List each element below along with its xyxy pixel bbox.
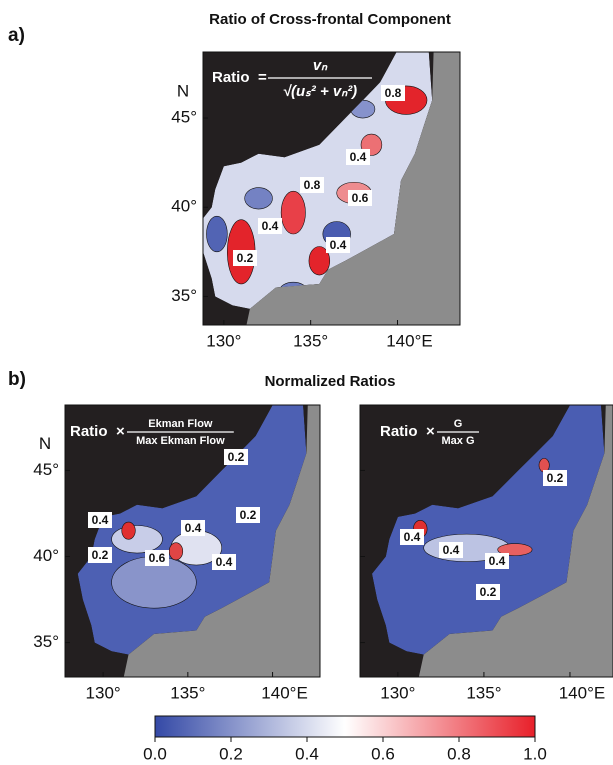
formula-numerator: vₙ	[313, 57, 328, 74]
contour-label: 0.2	[92, 548, 109, 562]
colorbar-tick-label: 0.6	[371, 744, 395, 763]
field-patch	[122, 522, 136, 539]
y-tick-label: 40°	[33, 546, 59, 565]
formula-denominator: √(uₛ² + vₙ²)	[283, 83, 357, 100]
x-tick-label: 135°	[466, 683, 501, 702]
colorbar-tick-label: 0.4	[295, 744, 319, 763]
contour-label: 0.4	[262, 219, 279, 233]
contour-label: 0.2	[547, 471, 564, 485]
formula-denominator: Max Ekman Flow	[136, 435, 225, 447]
x-tick-label: 130°	[206, 331, 241, 350]
lat-axis-label: N	[177, 82, 189, 101]
formula-lhs: Ratio	[380, 423, 418, 440]
y-tick-label: 35°	[171, 286, 197, 305]
contour-label: 0.2	[240, 508, 257, 522]
colorbar-tick-label: 0.8	[447, 744, 471, 763]
panel-label: b)	[8, 369, 26, 390]
contour-label: 0.4	[185, 521, 202, 535]
x-tick-label: 135°	[293, 331, 328, 350]
x-tick-label: 140°E	[559, 683, 606, 702]
panel-title: Normalized Ratios	[265, 373, 396, 390]
y-tick-label: 45°	[171, 108, 197, 127]
field-patch	[245, 188, 273, 209]
lat-axis-label: N	[39, 434, 51, 453]
formula-denominator: Max G	[441, 435, 474, 447]
field-patch	[169, 543, 183, 560]
colorbar-tick-label: 0.0	[143, 744, 167, 763]
contour-label: 0.4	[350, 150, 367, 164]
formula-op: ×	[116, 423, 125, 440]
y-tick-label: 40°	[171, 197, 197, 216]
formula-numerator: G	[454, 418, 463, 430]
formula-op: =	[258, 69, 267, 86]
colorbar	[155, 716, 535, 737]
x-tick-label: 140°E	[261, 683, 308, 702]
contour-label: 0.6	[149, 551, 166, 565]
colorbar-tick-label: 0.2	[219, 744, 243, 763]
contour-label: 0.6	[352, 191, 369, 205]
x-tick-label: 135°	[170, 683, 205, 702]
field-patch	[206, 216, 227, 252]
x-tick-label: 130°	[380, 683, 415, 702]
contour-label: 0.4	[489, 554, 506, 568]
formula-lhs: Ratio	[212, 69, 250, 86]
contour-label: 0.4	[330, 238, 347, 252]
panel-label: a)	[8, 25, 25, 46]
contour-label: 0.8	[385, 86, 402, 100]
contour-label: 0.4	[216, 555, 233, 569]
colorbar-tick-label: 1.0	[523, 744, 547, 763]
contour-label: 0.2	[228, 450, 245, 464]
formula-lhs: Ratio	[70, 423, 108, 440]
field-patch	[112, 526, 163, 554]
contour-label: 0.2	[237, 251, 254, 265]
contour-label: 0.4	[443, 543, 460, 557]
contour-label: 0.2	[480, 585, 497, 599]
figure: a) Ratio of Cross-frontal Component b) N…	[0, 0, 613, 765]
x-tick-label: 140°E	[386, 331, 433, 350]
field-patch	[281, 191, 305, 234]
formula-op: ×	[426, 423, 435, 440]
formula-numerator: Ekman Flow	[148, 418, 213, 430]
y-tick-label: 45°	[33, 460, 59, 479]
contour-label: 0.8	[304, 178, 321, 192]
contour-label: 0.4	[404, 530, 421, 544]
y-tick-label: 35°	[33, 632, 59, 651]
x-tick-label: 130°	[86, 683, 121, 702]
contour-label: 0.4	[92, 513, 109, 527]
panel-title: Ratio of Cross-frontal Component	[209, 11, 451, 28]
